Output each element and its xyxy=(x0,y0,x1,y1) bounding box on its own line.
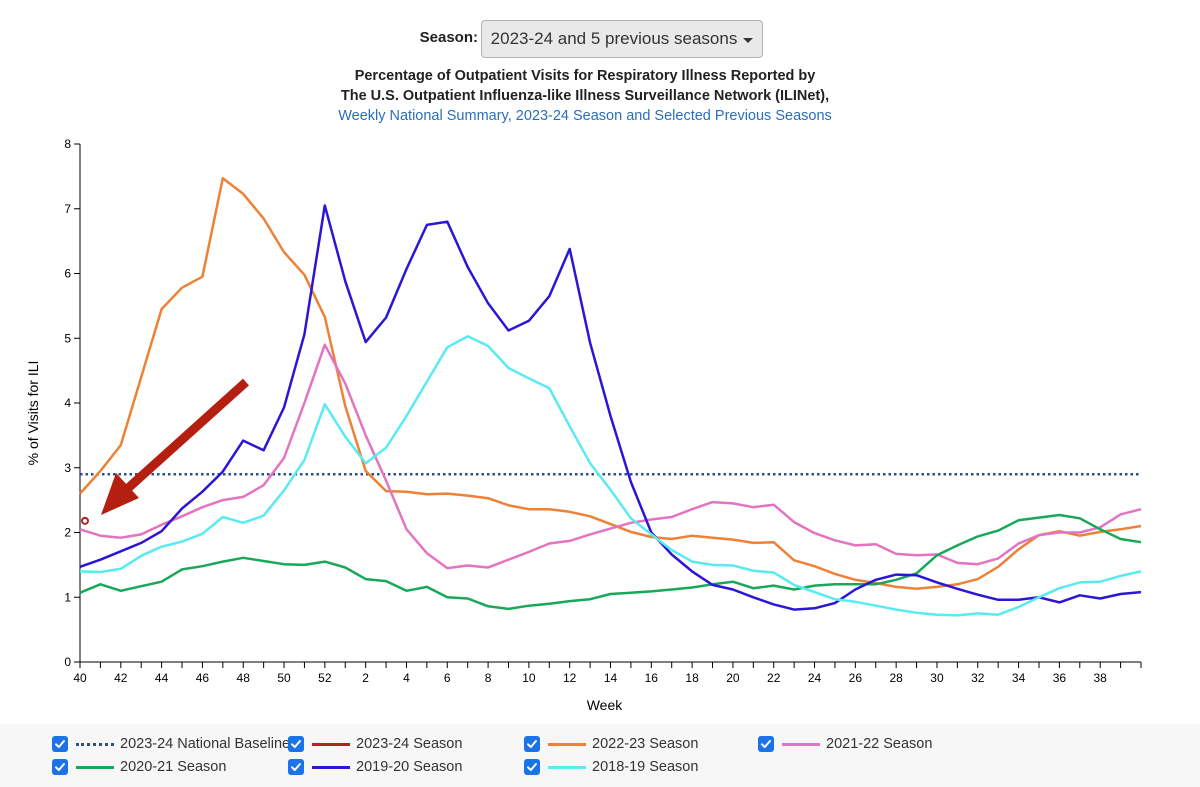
x-tick-label: 22 xyxy=(767,671,781,685)
legend-checkbox[interactable] xyxy=(288,759,304,775)
x-tick-label: 18 xyxy=(685,671,699,685)
legend-label: 2023-24 National Baseline xyxy=(120,736,291,752)
x-tick-label: 28 xyxy=(889,671,903,685)
legend-swatch xyxy=(312,742,350,746)
series-2020-21-season-line xyxy=(79,513,1142,611)
legend-checkbox[interactable] xyxy=(524,759,540,775)
x-tick-label: 30 xyxy=(930,671,944,685)
legend-checkbox[interactable] xyxy=(52,736,68,752)
y-tick-label: 0 xyxy=(64,655,71,669)
series-2021-22-season-line xyxy=(79,343,1142,570)
x-axis-title: Week xyxy=(587,697,624,713)
checkmark-icon xyxy=(527,763,537,771)
legend-label: 2018-19 Season xyxy=(592,759,699,775)
series-2022-23-season-line xyxy=(79,177,1142,591)
season-label: Season: xyxy=(419,29,478,46)
x-tick-label: 14 xyxy=(604,671,618,685)
legend-swatch xyxy=(548,765,586,769)
checkmark-icon xyxy=(527,740,537,748)
series-2018-19-season-line xyxy=(79,335,1142,617)
legend-swatch xyxy=(76,765,114,769)
x-tick-label: 32 xyxy=(971,671,985,685)
series-2019-20-season-line xyxy=(79,204,1142,611)
chart-subtitle: Weekly National Summary, 2023-24 Season … xyxy=(338,108,832,124)
season-selector-row: Season: 2023-24 and 5 previous seasons xyxy=(0,20,1200,60)
y-tick-label: 3 xyxy=(64,461,71,475)
season-dropdown[interactable]: 2023-24 and 5 previous seasons xyxy=(481,20,763,58)
caret-down-icon xyxy=(743,37,754,43)
chart-title: Percentage of Outpatient Visits for Resp… xyxy=(354,68,816,84)
checkmark-icon xyxy=(291,740,301,748)
x-tick-label: 8 xyxy=(485,671,492,685)
x-tick-label: 24 xyxy=(808,671,822,685)
series-2023-24-season-point xyxy=(81,516,89,525)
x-tick-label: 38 xyxy=(1094,671,1108,685)
x-tick-label: 40 xyxy=(73,671,87,685)
y-tick-label: 1 xyxy=(64,590,71,604)
annotation-arrow-head xyxy=(101,473,139,515)
y-tick-label: 7 xyxy=(64,202,71,216)
legend-item-2023-24-national-baseline[interactable]: 2023-24 National Baseline xyxy=(52,734,290,754)
legend-swatch xyxy=(548,742,586,746)
legend-checkbox[interactable] xyxy=(288,736,304,752)
x-tick-label: 4 xyxy=(403,671,410,685)
legend-item-2023-24-season[interactable]: 2023-24 Season xyxy=(288,734,462,754)
y-tick-label: 4 xyxy=(64,396,71,410)
x-tick-label: 46 xyxy=(196,671,210,685)
x-tick-label: 48 xyxy=(237,671,251,685)
x-tick-label: 16 xyxy=(645,671,659,685)
x-tick-label: 42 xyxy=(114,671,128,685)
legend-item-2021-22-season[interactable]: 2021-22 Season xyxy=(758,734,932,754)
legend-item-2022-23-season[interactable]: 2022-23 Season xyxy=(524,734,698,754)
x-tick-label: 44 xyxy=(155,671,169,685)
legend-swatch xyxy=(312,765,350,769)
legend-checkbox[interactable] xyxy=(52,759,68,775)
checkmark-icon xyxy=(761,740,771,748)
legend: 2023-24 National Baseline 2023-24 Season 2… xyxy=(0,724,1200,787)
x-tick-label: 50 xyxy=(277,671,291,685)
x-tick-label: 12 xyxy=(563,671,577,685)
checkmark-icon xyxy=(291,763,301,771)
y-axis-title: % of Visits for ILI xyxy=(25,361,41,466)
legend-swatch xyxy=(782,742,820,746)
chart-title-line-2: The U.S. Outpatient Influenza-like Illne… xyxy=(340,88,830,104)
legend-label: 2019-20 Season xyxy=(356,759,463,775)
checkmark-icon xyxy=(55,740,65,748)
legend-item-2020-21-season[interactable]: 2020-21 Season xyxy=(52,757,226,777)
y-tick-label: 8 xyxy=(64,137,71,151)
y-tick-label: 6 xyxy=(64,267,71,281)
x-tick-label: 26 xyxy=(849,671,863,685)
legend-label: 2021-22 Season xyxy=(826,736,933,752)
legend-checkbox[interactable] xyxy=(524,736,540,752)
legend-label: 2022-23 Season xyxy=(592,736,699,752)
x-tick-label: 6 xyxy=(444,671,451,685)
legend-checkbox[interactable] xyxy=(758,736,774,752)
x-tick-label: 36 xyxy=(1053,671,1067,685)
legend-label: 2020-21 Season xyxy=(120,759,227,775)
legend-label: 2023-24 Season xyxy=(356,736,463,752)
x-tick-label: 34 xyxy=(1012,671,1026,685)
x-tick-label: 2 xyxy=(362,671,369,685)
y-tick-label: 5 xyxy=(64,331,71,345)
x-tick-label: 52 xyxy=(318,671,332,685)
legend-item-2019-20-season[interactable]: 2019-20 Season xyxy=(288,757,462,777)
legend-swatch xyxy=(76,742,114,746)
x-tick-label: 10 xyxy=(522,671,536,685)
legend-item-2018-19-season[interactable]: 2018-19 Season xyxy=(524,757,698,777)
season-dropdown-value: 2023-24 and 5 previous seasons xyxy=(490,29,738,48)
annotation-arrow-shaft xyxy=(122,378,250,494)
checkmark-icon xyxy=(55,763,65,771)
x-tick-label: 20 xyxy=(726,671,740,685)
y-tick-label: 2 xyxy=(64,526,71,540)
